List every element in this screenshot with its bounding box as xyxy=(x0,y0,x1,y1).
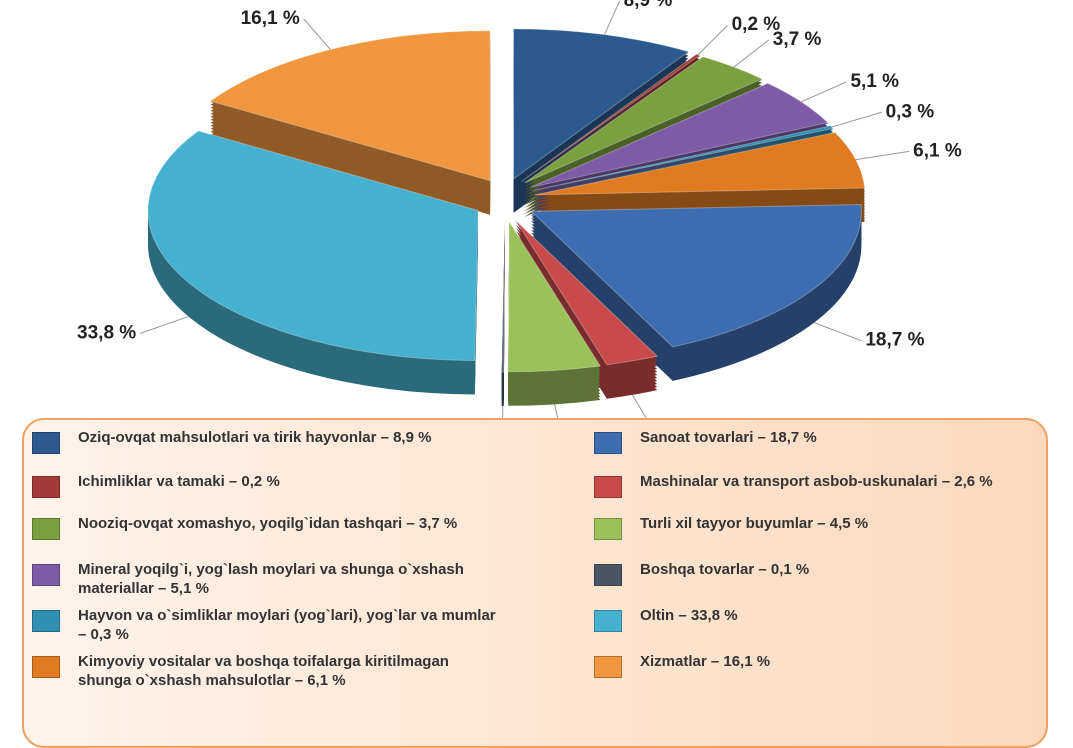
legend-swatch xyxy=(594,610,622,632)
legend-item: Oltin – 33,8 % xyxy=(594,606,1014,632)
legend-swatch xyxy=(594,432,622,454)
data-label: 5,1 % xyxy=(850,71,899,92)
legend-item: Xizmatlar – 16,1 % xyxy=(594,652,1014,678)
legend-swatch xyxy=(594,518,622,540)
legend-label: Hayvon va o`simliklar moylari (yog`lari)… xyxy=(78,606,498,644)
legend-swatch xyxy=(32,432,60,454)
data-label: 18,7 % xyxy=(865,330,924,351)
legend-item: Kimyoviy vositalar va boshqa toifalarga … xyxy=(32,652,552,690)
legend-swatch xyxy=(32,656,60,678)
legend-label: Xizmatlar – 16,1 % xyxy=(640,652,1000,671)
legend-label: Oziq-ovqat mahsulotlari va tirik hayvonl… xyxy=(78,428,498,447)
legend-item: Mashinalar va transport asbob-uskunalari… xyxy=(594,472,1014,498)
legend: Oziq-ovqat mahsulotlari va tirik hayvonl… xyxy=(22,418,1048,748)
legend-item: Sanoat tovarlari – 18,7 % xyxy=(594,428,1014,454)
legend-label: Kimyoviy vositalar va boshqa toifalarga … xyxy=(78,652,498,690)
legend-swatch xyxy=(32,518,60,540)
legend-item: Ichimliklar va tamaki – 0,2 % xyxy=(32,472,552,498)
leader-line xyxy=(304,19,331,50)
legend-label: Sanoat tovarlari – 18,7 % xyxy=(640,428,1000,447)
legend-swatch xyxy=(32,564,60,586)
legend-item: Hayvon va o`simliklar moylari (yog`lari)… xyxy=(32,606,552,644)
data-label: 8,9 % xyxy=(624,0,673,11)
leader-line xyxy=(734,40,769,67)
legend-item: Turli xil tayyor buyumlar – 4,5 % xyxy=(594,514,1014,540)
legend-swatch xyxy=(32,476,60,498)
legend-label: Nooziq-ovqat xomashyo, yoqilg`idan tashq… xyxy=(78,514,498,533)
leader-line xyxy=(604,1,619,35)
legend-label: Mineral yoqilg`i, yog`lash moylari va sh… xyxy=(78,560,498,598)
legend-item: Boshqa tovarlar – 0,1 % xyxy=(594,560,1014,586)
legend-label: Oltin – 33,8 % xyxy=(640,606,1000,625)
legend-label: Ichimliklar va tamaki – 0,2 % xyxy=(78,472,498,491)
legend-swatch xyxy=(594,656,622,678)
legend-item: Mineral yoqilg`i, yog`lash moylari va sh… xyxy=(32,560,552,598)
legend-label: Boshqa tovarlar – 0,1 % xyxy=(640,560,1000,579)
leader-line xyxy=(832,112,882,127)
leader-line xyxy=(698,25,727,55)
legend-item: Oziq-ovqat mahsulotlari va tirik hayvonl… xyxy=(32,428,552,454)
leader-line xyxy=(856,151,909,159)
legend-swatch xyxy=(594,564,622,586)
leader-line xyxy=(801,82,846,102)
data-label: 6,1 % xyxy=(913,140,962,161)
leader-line xyxy=(632,395,651,420)
legend-label: Turli xil tayyor buyumlar – 4,5 % xyxy=(640,514,1000,533)
legend-swatch xyxy=(32,610,60,632)
legend-item: Nooziq-ovqat xomashyo, yoqilg`idan tashq… xyxy=(32,514,552,540)
legend-label: Mashinalar va transport asbob-uskunalari… xyxy=(640,472,1000,491)
legend-swatch xyxy=(594,476,622,498)
data-label: 33,8 % xyxy=(77,322,136,343)
data-label: 0,3 % xyxy=(886,101,935,122)
pie-chart: 8,9 %0,2 %3,7 %5,1 %0,3 %6,1 %18,7 %2,6 … xyxy=(0,0,1073,420)
slice xyxy=(502,222,505,372)
leader-line xyxy=(140,317,188,334)
leader-line xyxy=(814,323,861,341)
data-label: 3,7 % xyxy=(773,29,822,50)
data-label: 16,1 % xyxy=(241,8,300,29)
